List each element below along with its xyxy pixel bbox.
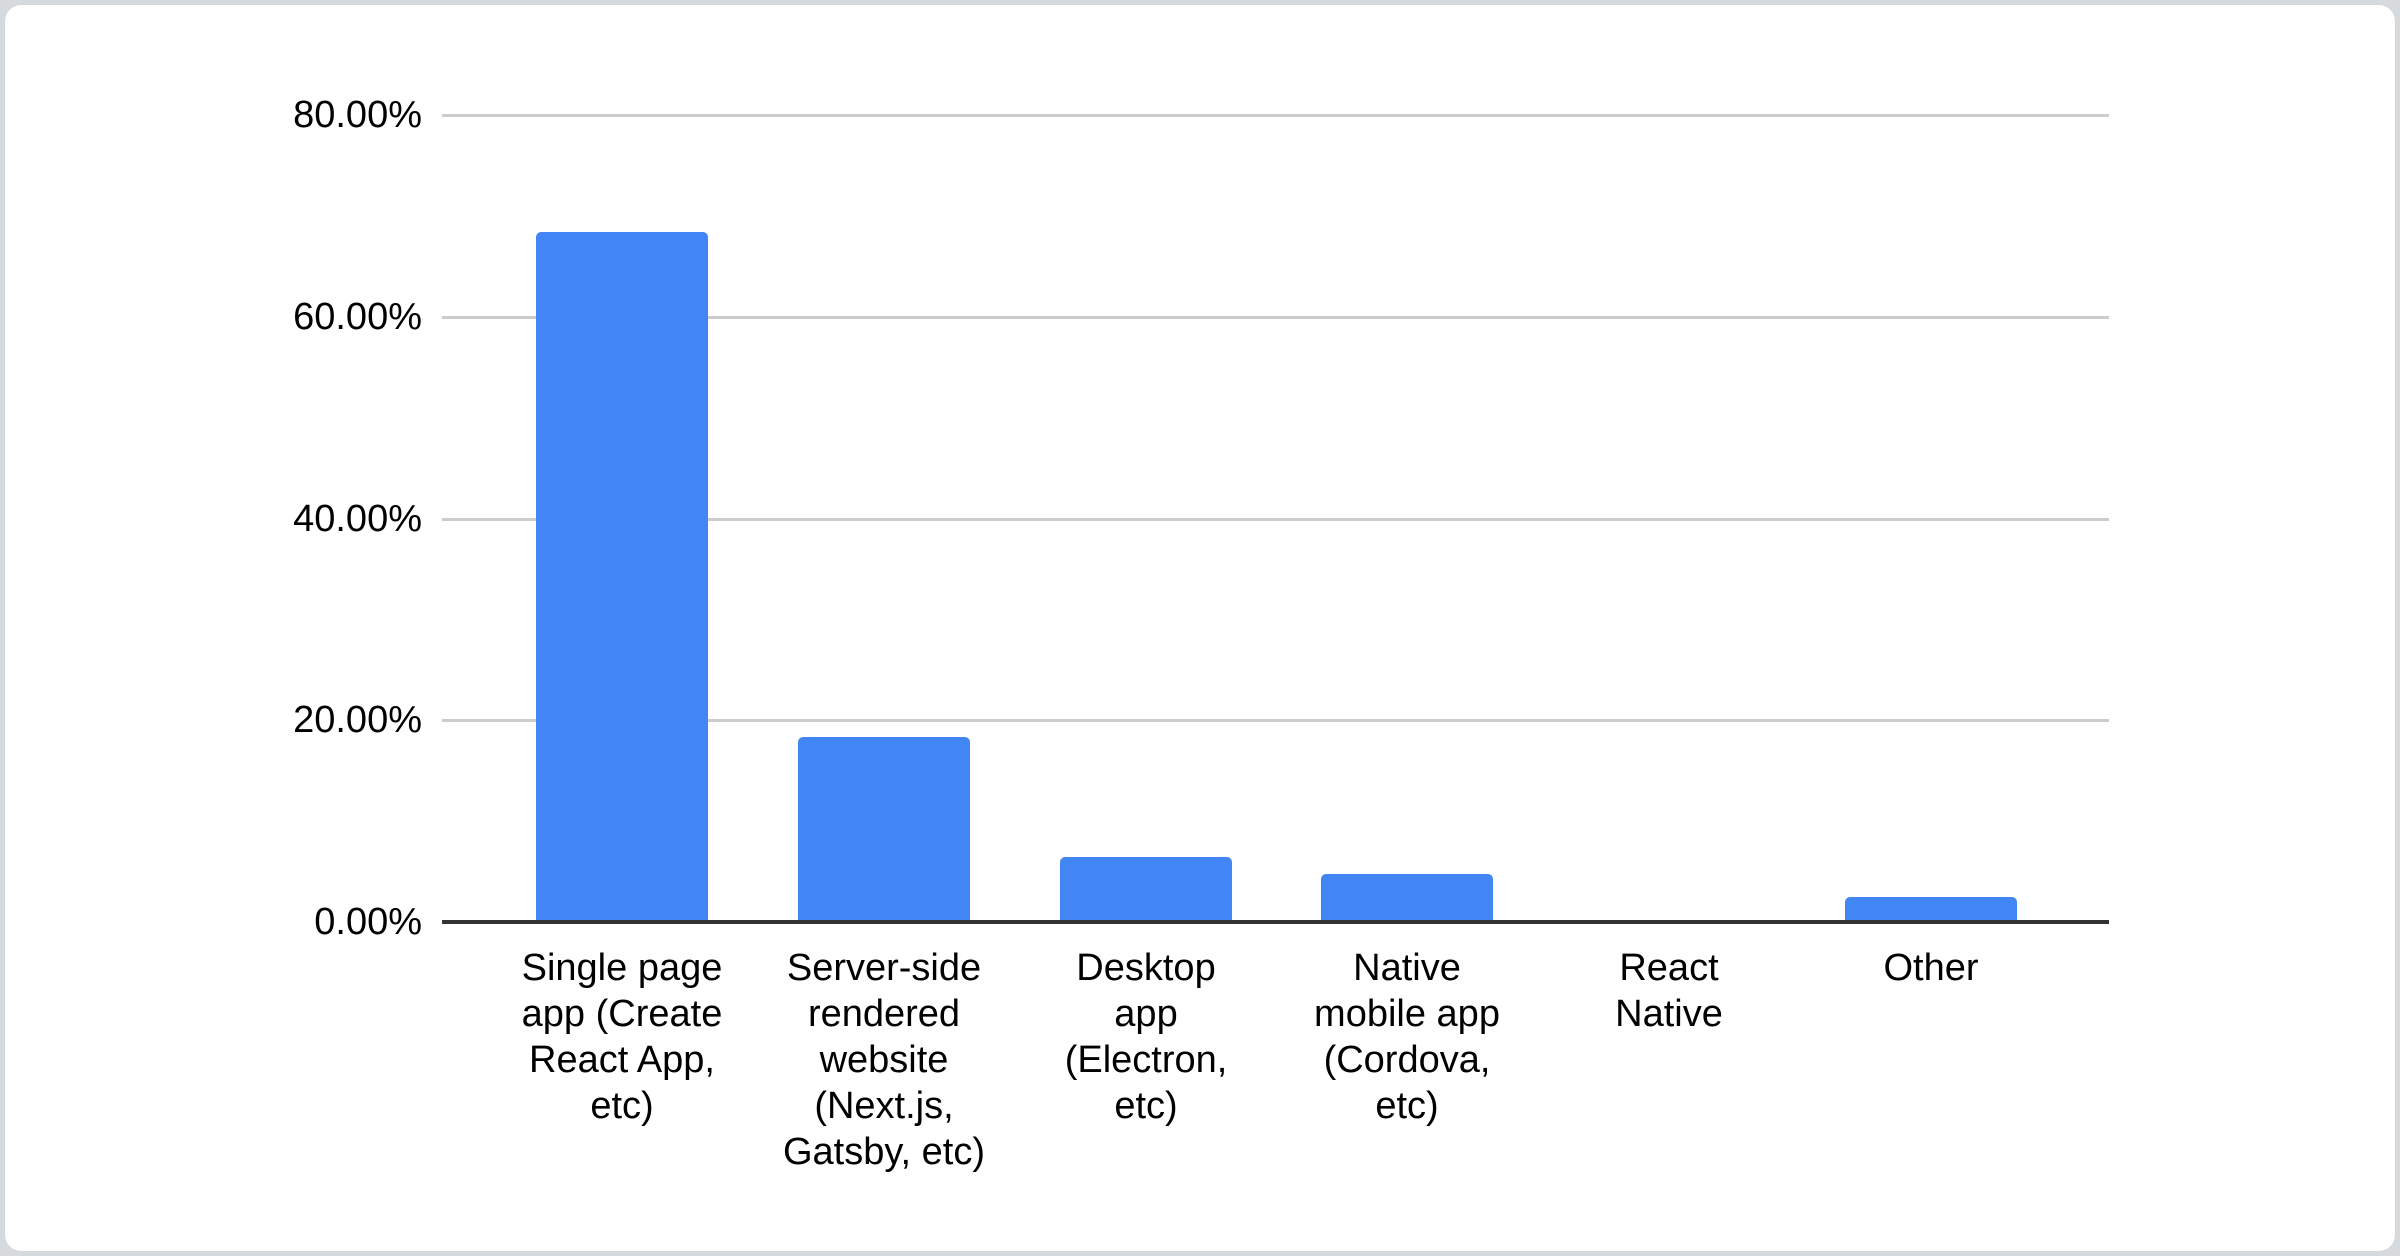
x-axis-label: Desktop app (Electron, etc) [1064, 947, 1228, 1127]
gridline-80.00% [442, 114, 2109, 117]
bar-chart: 80.00% 60.00% 40.00% 20.00% 0.00% Single pag… [5, 5, 2395, 1251]
x-axis-label: React Native [1615, 947, 1723, 1035]
bar-other[interactable] [1845, 897, 2017, 922]
x-axis-label: Other [1883, 947, 1979, 989]
y-tick-label: 80.00% [293, 94, 422, 136]
y-tick-label: 20.00% [293, 699, 422, 741]
bar-single-page-app-create-react-app-etc[interactable] [536, 232, 708, 922]
bar-server-side-rendered-website-next-js-gatsby-etc[interactable] [798, 737, 970, 922]
y-tick-label: 40.00% [293, 498, 422, 540]
x-axis-line [442, 920, 2109, 924]
gridline-60.00% [442, 316, 2109, 319]
x-axis-label: Server-side rendered website (Next.js, G… [782, 947, 986, 1173]
y-tick-label: 60.00% [293, 296, 422, 338]
bar-native-mobile-app-cordova-etc[interactable] [1321, 874, 1493, 922]
bar-desktop-app-electron-etc[interactable] [1060, 857, 1232, 922]
y-tick-label: 0.00% [314, 901, 422, 943]
x-axis-label: Single page app (Create React App, etc) [521, 947, 723, 1127]
x-axis-label: Native mobile app (Cordova, etc) [1314, 947, 1500, 1127]
chart-card: 80.00% 60.00% 40.00% 20.00% 0.00% Single pag… [5, 5, 2395, 1251]
gridline-40.00% [442, 518, 2109, 521]
gridline-20.00% [442, 719, 2109, 722]
